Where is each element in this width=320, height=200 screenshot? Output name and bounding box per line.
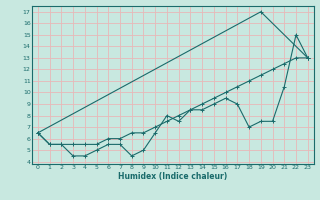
X-axis label: Humidex (Indice chaleur): Humidex (Indice chaleur) xyxy=(118,172,228,181)
